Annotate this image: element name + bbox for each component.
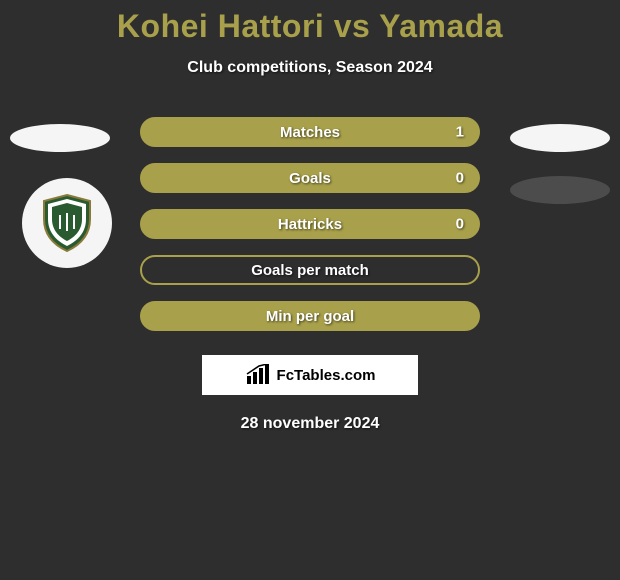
shield-icon xyxy=(40,193,94,253)
stat-label: Matches xyxy=(280,124,340,141)
club-logo xyxy=(22,178,112,268)
stat-value: 0 xyxy=(456,170,464,187)
stat-row-goals: Goals 0 xyxy=(140,163,480,193)
bar-chart-icon xyxy=(245,364,271,386)
stat-row-min-per-goal: Min per goal xyxy=(140,301,480,331)
date-text: 28 november 2024 xyxy=(0,415,620,433)
branding-text: FcTables.com xyxy=(277,367,376,384)
stat-value: 1 xyxy=(456,124,464,141)
stat-label: Goals xyxy=(289,170,331,187)
stat-label: Min per goal xyxy=(266,308,354,325)
stat-label: Hattricks xyxy=(278,216,342,233)
player-photo-placeholder-left xyxy=(10,124,110,152)
page-title: Kohei Hattori vs Yamada xyxy=(0,8,620,45)
subtitle: Club competitions, Season 2024 xyxy=(0,59,620,77)
branding-box: FcTables.com xyxy=(202,355,418,395)
stats-list: Matches 1 Goals 0 Hattricks 0 Goals per … xyxy=(140,117,480,331)
player-photo-placeholder-right-2 xyxy=(510,176,610,204)
stat-row-goals-per-match: Goals per match xyxy=(140,255,480,285)
stat-row-matches: Matches 1 xyxy=(140,117,480,147)
stat-row-hattricks: Hattricks 0 xyxy=(140,209,480,239)
stat-label: Goals per match xyxy=(251,262,369,279)
infographic-container: Kohei Hattori vs Yamada Club competition… xyxy=(0,0,620,580)
player-photo-placeholder-right-1 xyxy=(510,124,610,152)
stat-value: 0 xyxy=(456,216,464,233)
